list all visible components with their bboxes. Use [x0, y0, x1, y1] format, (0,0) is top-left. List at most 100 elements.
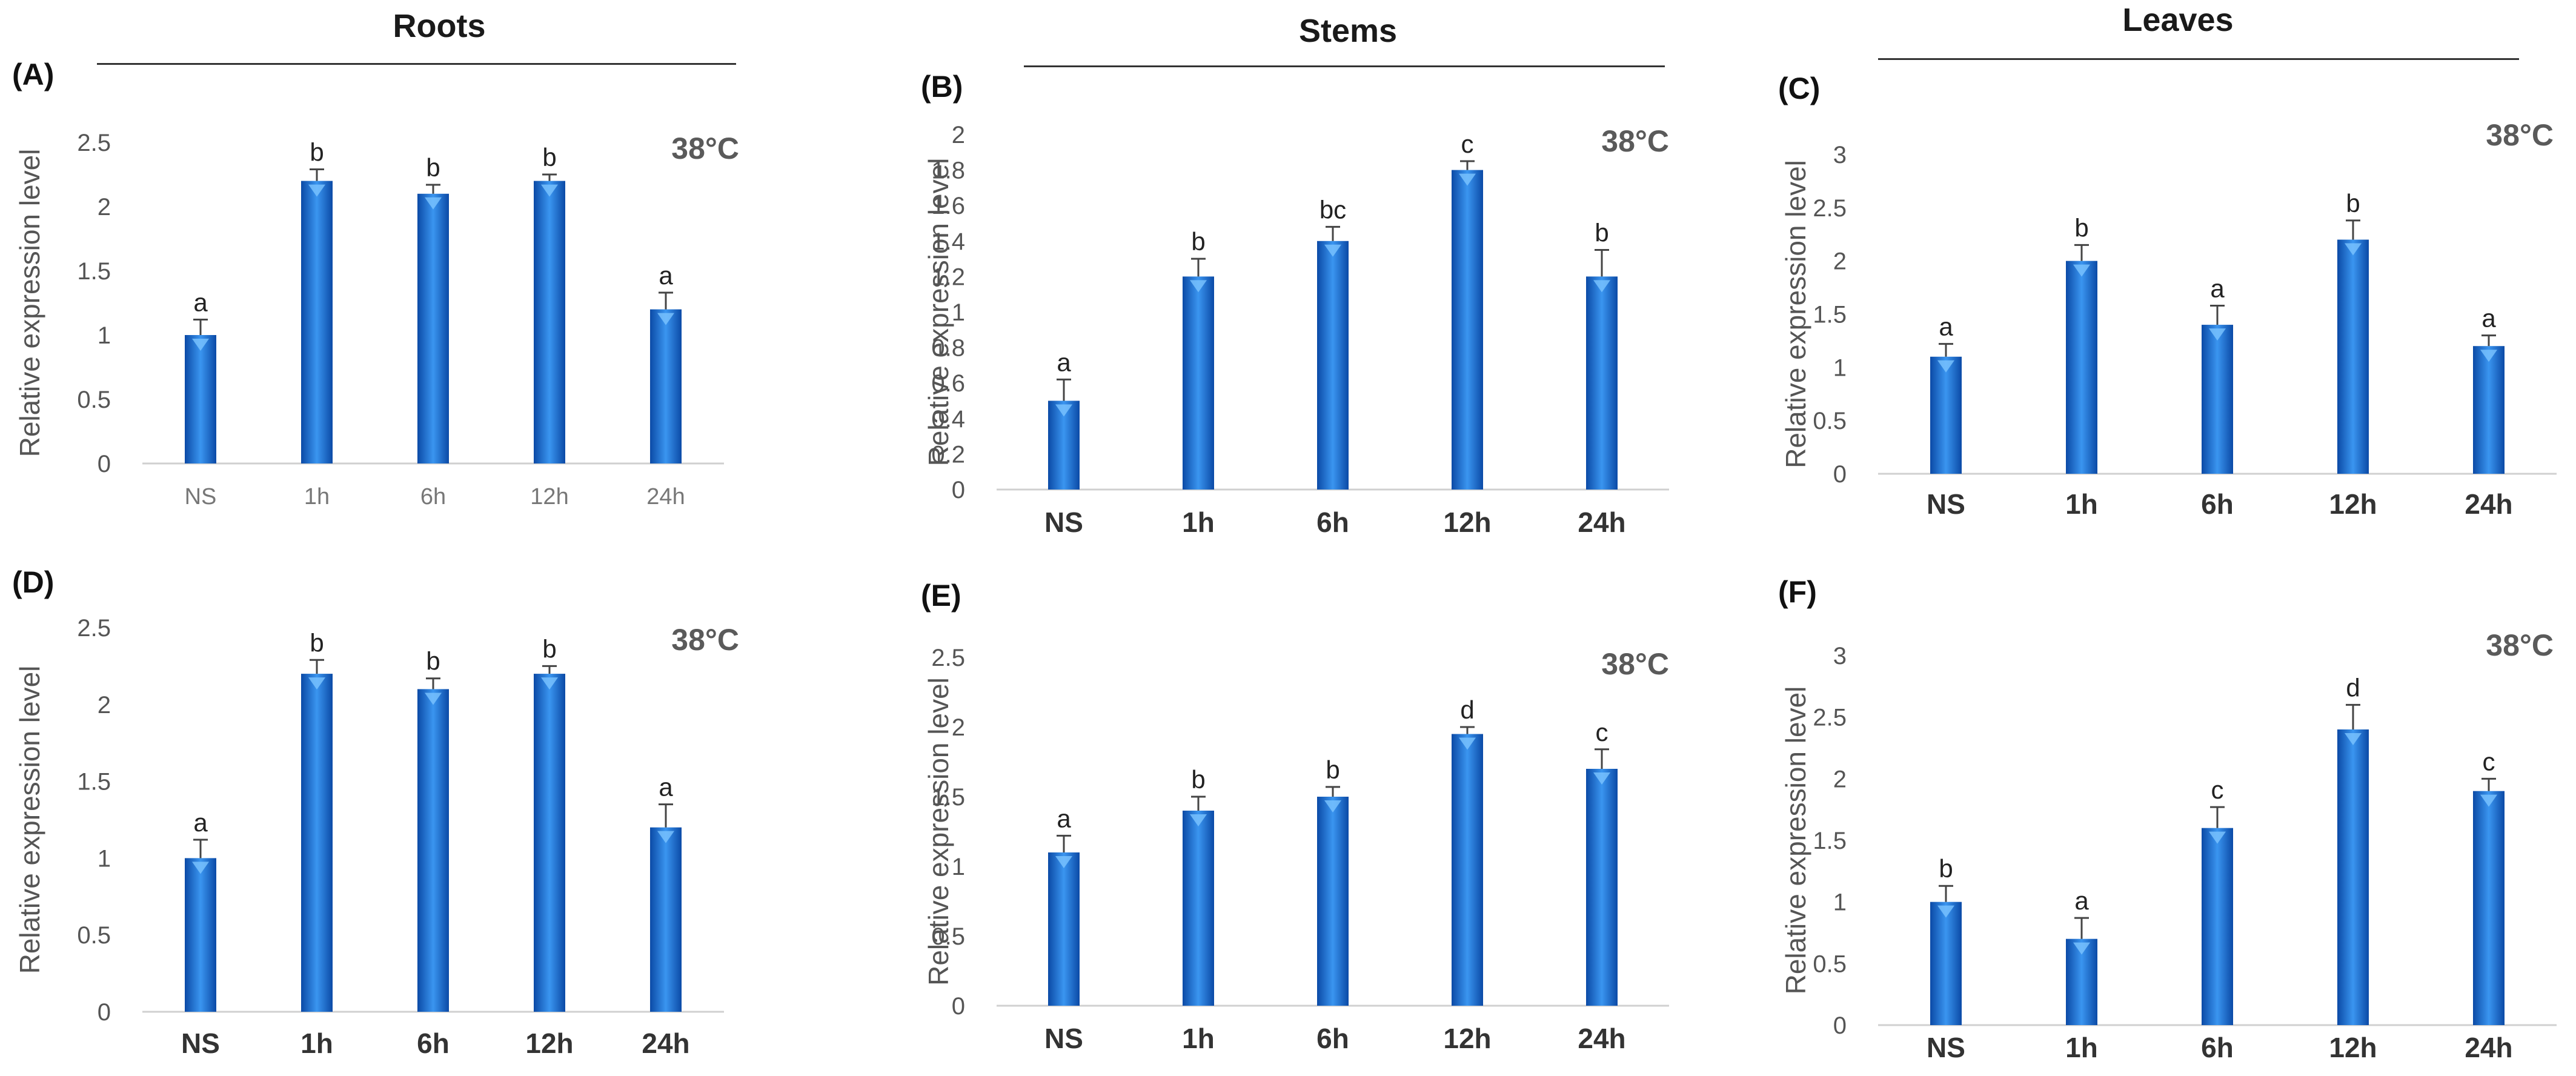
y-tick-label: 0.5	[931, 923, 965, 950]
x-tick-label: 1h	[304, 484, 330, 510]
bar-highlight	[2480, 794, 2497, 807]
y-tick-label: 1	[952, 854, 965, 880]
x-tick-label: 24h	[646, 484, 685, 510]
y-tick-label: 2	[952, 714, 965, 741]
bar-highlight	[2345, 733, 2362, 745]
bar	[1930, 902, 1962, 1025]
panel-label: (F)	[1778, 575, 1817, 609]
significance-letter: d	[2346, 673, 2360, 702]
bar-highlight	[1324, 244, 1341, 257]
bar-highlight	[1593, 772, 1610, 785]
significance-letter: a	[193, 808, 208, 837]
x-tick-label: 12h	[1443, 506, 1491, 538]
bar	[2473, 791, 2505, 1025]
y-tick-label: 1	[98, 322, 111, 349]
bar-highlight	[308, 184, 325, 197]
bar	[534, 674, 565, 1012]
bar	[301, 674, 333, 1012]
bar-highlight	[2209, 831, 2226, 844]
significance-letter: b	[542, 634, 556, 663]
x-tick-label: 1h	[300, 1028, 333, 1059]
bar	[1452, 734, 1483, 1006]
significance-letter: a	[193, 288, 208, 317]
x-tick-label: 24h	[2465, 488, 2512, 520]
significance-letter: b	[2346, 189, 2360, 218]
bar	[1183, 276, 1214, 490]
y-tick-label: 2	[1833, 766, 1847, 792]
y-tick-label: 0	[98, 451, 111, 477]
y-tick-label: 3	[1833, 142, 1847, 168]
bar	[2202, 325, 2233, 474]
significance-letter: d	[1460, 696, 1474, 724]
bar	[2337, 239, 2369, 474]
bar	[417, 193, 449, 463]
y-axis-title: Relative expression level	[923, 677, 954, 986]
bar	[2473, 346, 2505, 474]
y-tick-label: 1.6	[931, 193, 965, 219]
significance-letter: b	[1595, 218, 1608, 247]
bar-highlight	[2073, 942, 2090, 955]
x-tick-label: 6h	[1316, 506, 1349, 538]
temperature-label: 38°C	[671, 131, 739, 165]
y-tick-label: 2.5	[77, 130, 111, 156]
y-tick-label: 0	[952, 477, 965, 503]
temperature-label: 38°C	[1601, 647, 1669, 681]
bar-highlight	[1190, 280, 1207, 293]
bar-highlight	[1937, 905, 1954, 918]
y-tick-label: 1.5	[77, 258, 111, 285]
significance-letter: a	[2481, 304, 2496, 333]
significance-letter: bc	[1320, 195, 1346, 224]
x-tick-label: 24h	[642, 1028, 689, 1059]
y-tick-label: 0	[98, 999, 111, 1026]
bar	[1183, 811, 1214, 1006]
x-tick-label: 1h	[2065, 1032, 2098, 1063]
significance-letter: c	[2483, 747, 2495, 775]
significance-letter: a	[1057, 348, 1071, 376]
temperature-label: 38°C	[1601, 124, 1669, 158]
chart-panel-c: (C) 38°C Relative expression level 0 0.5 1 1.5…	[1778, 71, 2557, 520]
bar-highlight	[1459, 737, 1476, 750]
y-tick-label: 1.5	[1813, 828, 1847, 854]
significance-letter: b	[2074, 213, 2088, 242]
y-tick-label: 2	[98, 194, 111, 221]
significance-letter: b	[542, 143, 556, 171]
chart-panel-e: (E) 38°C Relative expression level 0 0.5 1 1.5…	[921, 579, 1669, 1054]
bar	[185, 858, 216, 1012]
y-tick-label: 0.5	[77, 387, 111, 413]
x-tick-label: 24h	[1578, 1023, 1625, 1054]
significance-letter: c	[1461, 130, 1474, 158]
x-tick-label: 12h	[2329, 488, 2377, 520]
x-tick-label: 12h	[525, 1028, 573, 1059]
y-tick-label: 1.2	[931, 264, 965, 290]
bar	[417, 689, 449, 1012]
bar-highlight	[657, 313, 674, 325]
y-tick-label: 1	[1833, 889, 1847, 916]
y-tick-label: 2.5	[1813, 195, 1847, 222]
bar	[2337, 729, 2369, 1025]
panel-label: (D)	[12, 565, 54, 599]
y-tick-label: 0	[952, 993, 965, 1020]
y-tick-label: 2.5	[1813, 705, 1847, 731]
bar-highlight	[425, 692, 442, 705]
bar-highlight	[425, 197, 442, 210]
bar	[2202, 828, 2233, 1025]
y-axis-title: Relative expression level	[14, 666, 45, 974]
temperature-label: 38°C	[671, 623, 739, 657]
significance-letter: b	[1191, 227, 1205, 256]
x-tick-label: 12h	[530, 484, 568, 510]
chart-panel-b: (B) 38°C Relative expression level 0 0.2 0.4 0…	[921, 70, 1669, 538]
y-tick-label: 1	[1833, 354, 1847, 381]
temperature-label: 38°C	[2486, 118, 2554, 152]
x-tick-label: 1h	[2065, 488, 2098, 520]
x-tick-label: 12h	[2329, 1032, 2377, 1063]
bar-highlight	[308, 677, 325, 690]
chart-panel-a: (A) 38°C Relative expression level 0 0.5 1 1.5…	[12, 58, 739, 510]
bar	[1317, 241, 1349, 490]
bar	[650, 309, 682, 463]
bar	[1930, 356, 1962, 474]
significance-letter: c	[2211, 775, 2224, 804]
significance-letter: a	[1939, 313, 1953, 341]
x-tick-label: NS	[1044, 1023, 1083, 1054]
x-tick-label: 24h	[2465, 1032, 2512, 1063]
significance-letter: a	[2210, 274, 2225, 302]
